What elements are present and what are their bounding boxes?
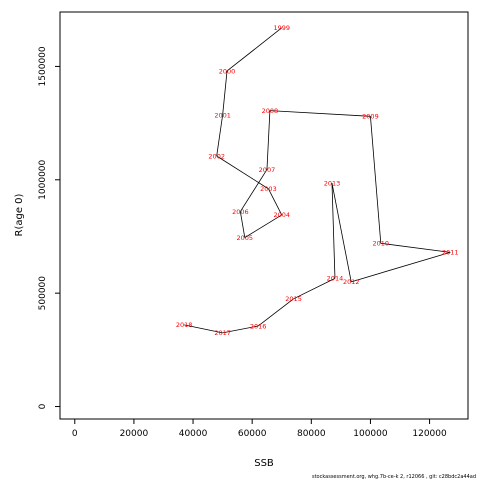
plot-frame — [59, 11, 469, 420]
year-label-2002: 2002 — [208, 152, 225, 160]
series-segment — [266, 110, 271, 170]
year-label-2006: 2006 — [232, 208, 249, 216]
x-axis: 0 20000 40000 60000 80000 100000 120000 — [72, 418, 447, 439]
year-label-2005: 2005 — [237, 234, 254, 242]
x-tick-label: 20000 — [120, 429, 149, 439]
x-tick-label: 100000 — [353, 429, 388, 439]
year-label-2010: 2010 — [373, 240, 390, 248]
series-segment — [331, 183, 352, 282]
series-segment — [226, 27, 282, 72]
year-label-2017: 2017 — [214, 329, 231, 337]
series — [184, 27, 451, 334]
x-tick-label: 120000 — [412, 429, 447, 439]
series-segment — [240, 169, 268, 212]
year-label-2008: 2008 — [262, 107, 279, 115]
series-segment — [269, 110, 371, 117]
year-label-2011: 2011 — [442, 249, 459, 257]
series-segment — [380, 242, 451, 253]
year-label-2013: 2013 — [324, 179, 341, 187]
y-tick-label: 1500000 — [38, 46, 48, 86]
series-segment — [331, 183, 336, 279]
series-segment — [370, 116, 382, 244]
x-tick-label: 60000 — [238, 429, 267, 439]
year-label-2003: 2003 — [260, 185, 277, 193]
series-segment — [268, 188, 283, 216]
series-segment — [222, 70, 228, 116]
year-label-2016: 2016 — [250, 322, 267, 330]
year-label-2015: 2015 — [285, 295, 302, 303]
series-segment — [216, 155, 269, 190]
year-label-2000: 2000 — [219, 67, 236, 75]
year-label-2001: 2001 — [214, 111, 231, 119]
x-tick-label: 0 — [72, 429, 78, 439]
x-tick-label: 80000 — [297, 429, 326, 439]
year-label-2009: 2009 — [362, 113, 379, 121]
year-label-2012: 2012 — [343, 278, 360, 286]
year-label-2014: 2014 — [327, 275, 344, 283]
y-axis-title: R(age 0) — [14, 193, 25, 236]
series-segment — [244, 214, 282, 238]
y-tick-label: 500000 — [38, 276, 48, 311]
y-axis: 0 500000 1000000 1500000 — [38, 46, 61, 409]
series-segment — [351, 251, 451, 283]
x-axis-title: SSB — [254, 458, 274, 469]
footer-note: stockassessment.org, whg.7b-ce-k 2, r120… — [312, 474, 476, 480]
x-tick-label: 40000 — [179, 429, 208, 439]
y-tick-label: 1000000 — [38, 159, 48, 199]
year-label-2007: 2007 — [259, 166, 276, 174]
series-segment — [184, 324, 223, 334]
series-segment — [239, 211, 246, 238]
year-label-2004: 2004 — [273, 211, 290, 219]
year-label-2018: 2018 — [176, 321, 193, 329]
series-segment — [216, 115, 224, 157]
year-label-1999: 1999 — [273, 24, 290, 32]
series-segment — [222, 325, 259, 334]
y-tick-label: 0 — [38, 403, 48, 409]
series-segment — [257, 298, 294, 327]
series-segment — [293, 278, 336, 300]
year-labels: 1999 2000 2001 2002 2003 2004 2005 2006 2007 2008… — [176, 24, 459, 337]
